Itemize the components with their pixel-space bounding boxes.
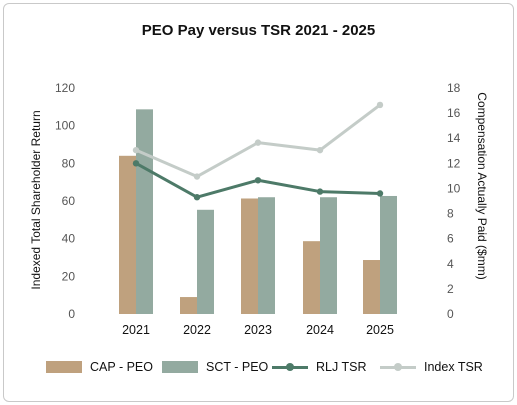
bar-cap-peo-2024: [303, 241, 320, 314]
chart-title: PEO Pay versus TSR 2021 - 2025: [141, 22, 376, 39]
y-left-tick-0: 0: [68, 307, 75, 321]
bar-sct-peo-2021: [136, 109, 153, 314]
bar-cap-peo-2021: [119, 155, 136, 314]
y-axis-left-title: Indexed Total Shareholder Return: [29, 110, 43, 289]
x-tick-2023: 2023: [244, 323, 272, 337]
y-right-tick-14: 14: [447, 131, 461, 145]
y-right-tick-4: 4: [447, 257, 454, 271]
point-rlj-tsr-2023: [254, 177, 262, 184]
y-right-tick-18: 18: [447, 81, 461, 95]
legend-swatch-cap-peo: [46, 361, 82, 373]
legend-item-cap-peo: CAP - PEO: [46, 360, 153, 374]
y-left-tick-60: 60: [62, 194, 76, 208]
y-right-tick-8: 8: [447, 207, 454, 221]
point-rlj-tsr-2022: [193, 194, 201, 201]
y-left-tick-80: 80: [62, 156, 76, 170]
y-right-tick-12: 12: [447, 156, 461, 170]
x-tick-2021: 2021: [122, 323, 150, 337]
legend-item-sct-peo: SCT - PEO: [162, 360, 268, 374]
x-tick-2022: 2022: [183, 323, 211, 337]
point-rlj-tsr-2025: [376, 190, 384, 197]
bar-sct-peo-2025: [380, 195, 397, 314]
point-index-tsr-2022: [193, 173, 201, 180]
bar-sct-peo-2023: [258, 197, 275, 314]
bar-cap-peo-2022: [180, 297, 197, 314]
y-right-tick-10: 10: [447, 181, 461, 195]
point-rlj-tsr-2021: [132, 160, 140, 167]
legend-item-rlj-tsr: RLJ TSR: [272, 360, 366, 374]
y-axis-right-title: Compensation Actually Paid ($mm): [475, 92, 489, 279]
bar-cap-peo-2025: [363, 260, 380, 314]
bar-sct-peo-2024: [320, 197, 337, 314]
x-tick-2024: 2024: [306, 323, 334, 337]
bar-cap-peo-2023: [241, 198, 258, 314]
legend-swatch-sct-peo: [162, 361, 198, 373]
chart-legend: CAP - PEO SCT - PEO RLJ TSR Index TSR: [0, 360, 517, 380]
point-index-tsr-2025: [376, 101, 384, 109]
y-left-tick-40: 40: [62, 232, 76, 246]
legend-swatch-rlj-tsr: [272, 361, 308, 373]
y-right-tick-0: 0: [447, 307, 454, 321]
point-index-tsr-2024: [316, 146, 324, 154]
legend-item-index-tsr: Index TSR: [380, 360, 483, 374]
legend-swatch-index-tsr: [380, 361, 416, 373]
y-right-tick-16: 16: [447, 106, 461, 120]
legend-label-rlj-tsr: RLJ TSR: [316, 360, 367, 374]
point-index-tsr-2023: [254, 139, 262, 146]
y-left-tick-20: 20: [62, 269, 76, 283]
point-rlj-tsr-2024: [316, 188, 324, 195]
legend-label-cap-peo: CAP - PEO: [90, 360, 153, 374]
y-left-tick-100: 100: [55, 119, 75, 133]
y-right-tick-6: 6: [447, 232, 454, 246]
bar-sct-peo-2022: [197, 209, 214, 314]
point-index-tsr-2021: [132, 146, 140, 154]
y-left-tick-120: 120: [55, 81, 75, 95]
legend-label-sct-peo: SCT - PEO: [206, 360, 269, 374]
legend-label-index-tsr: Index TSR: [424, 360, 483, 374]
y-right-tick-2: 2: [447, 282, 454, 296]
x-tick-2025: 2025: [366, 323, 394, 337]
